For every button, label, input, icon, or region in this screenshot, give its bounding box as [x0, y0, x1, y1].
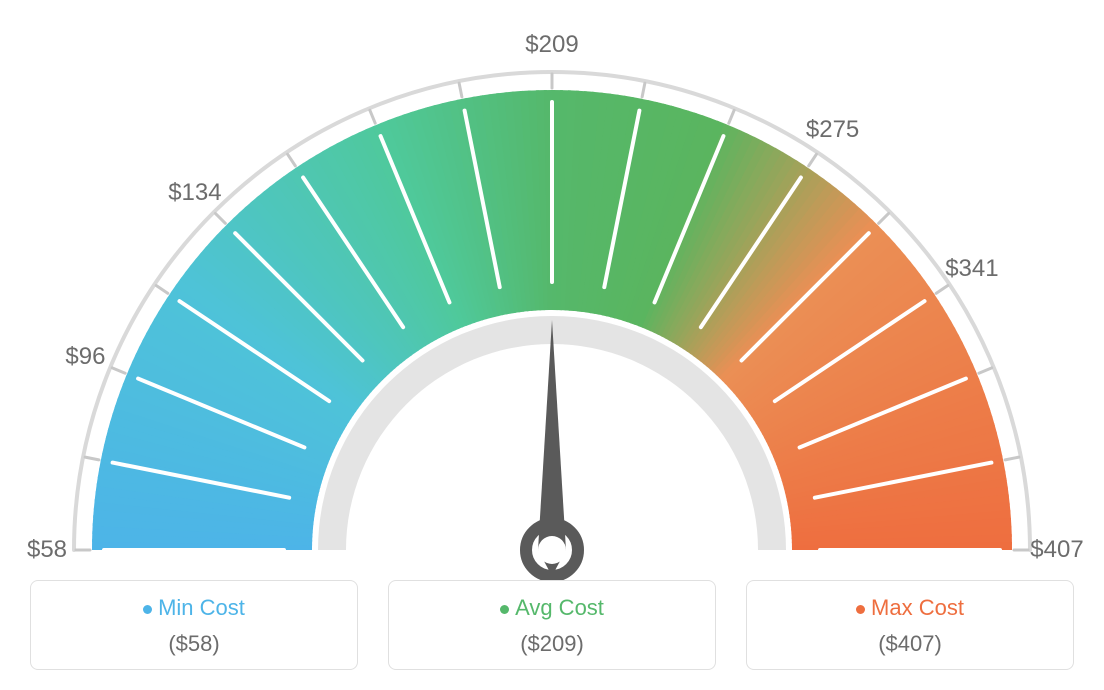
legend-min-title: Min Cost	[41, 595, 347, 621]
gauge-tick-label: $58	[27, 536, 67, 564]
chart-container: $58 $96 $134 $209 $275 $341 $407 Min Cost ($58…	[0, 0, 1104, 690]
legend-avg-value: ($209)	[399, 631, 705, 657]
legend-avg-dot	[500, 605, 509, 614]
legend-card-min: Min Cost ($58)	[30, 580, 358, 670]
legend-min-label: Min Cost	[158, 595, 245, 620]
legend-max-dot	[856, 605, 865, 614]
gauge-tick-label: $407	[1030, 536, 1083, 564]
legend-card-max: Max Cost ($407)	[746, 580, 1074, 670]
gauge-tick-label: $209	[525, 31, 578, 59]
gauge-tick-label: $275	[806, 116, 859, 144]
gauge: $58 $96 $134 $209 $275 $341 $407	[22, 20, 1082, 580]
legend-max-label: Max Cost	[871, 595, 964, 620]
legend-avg-label: Avg Cost	[515, 595, 604, 620]
gauge-tick-label: $134	[168, 179, 221, 207]
gauge-tick-label: $341	[945, 255, 998, 283]
legend-min-value: ($58)	[41, 631, 347, 657]
gauge-tick-label: $96	[65, 343, 105, 371]
legend-avg-title: Avg Cost	[399, 595, 705, 621]
gauge-svg	[22, 20, 1082, 580]
legend-max-value: ($407)	[757, 631, 1063, 657]
legend-max-title: Max Cost	[757, 595, 1063, 621]
legend-min-dot	[143, 605, 152, 614]
legend-row: Min Cost ($58) Avg Cost ($209) Max Cost …	[30, 580, 1074, 670]
legend-card-avg: Avg Cost ($209)	[388, 580, 716, 670]
